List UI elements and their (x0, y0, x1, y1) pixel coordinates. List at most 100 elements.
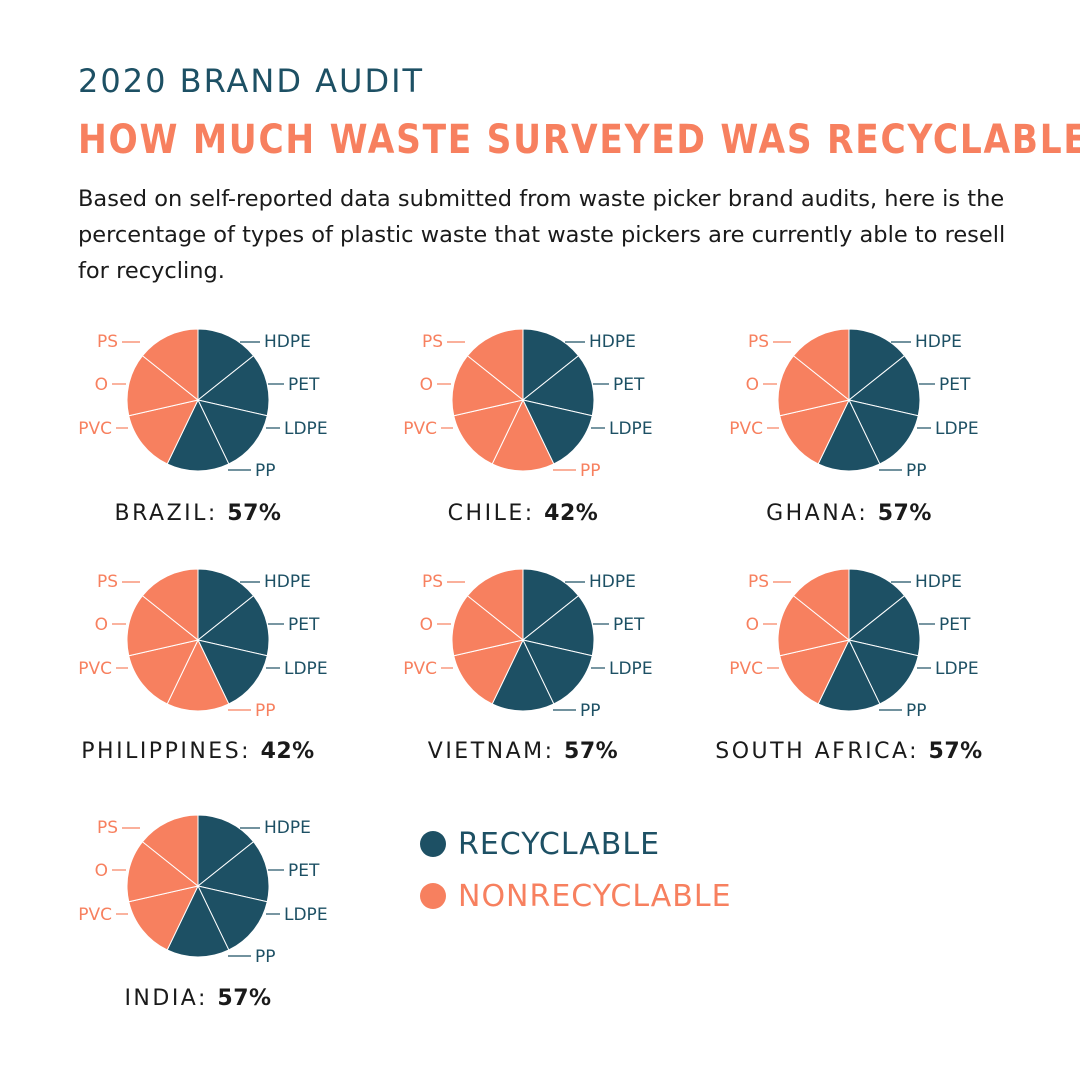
country-name: INDIA: (124, 986, 217, 1011)
slice-label-hdpe: HDPE (264, 572, 311, 592)
country-name: PHILIPPINES: (81, 739, 260, 764)
pie-slice-pp (166, 638, 230, 712)
recyclable-percent: 57% (878, 501, 932, 526)
slice-label-pvc: PVC (403, 659, 437, 679)
pie-slice-ldpe (522, 399, 593, 465)
country-caption: GHANA: 57% (766, 501, 932, 526)
pie-slice-pvc (779, 639, 850, 705)
slice-label-pp: PP (580, 701, 601, 721)
country-caption: SOUTH AFRICA: 57% (715, 739, 982, 764)
slice-label-o: O (746, 615, 759, 635)
pie-slice-ps (141, 328, 199, 402)
slice-label-o: O (95, 375, 108, 395)
slice-label-pvc: PVC (78, 419, 112, 439)
country-caption: PHILIPPINES: 42% (81, 739, 314, 764)
pie-slice-pp (817, 638, 881, 712)
pie-slice-hdpe (848, 328, 906, 402)
slice-label-o: O (95, 615, 108, 635)
pie-slice-o (451, 355, 525, 417)
slice-label-ldpe: LDPE (935, 419, 979, 439)
pie-slice-hdpe (197, 568, 255, 642)
pie-slice-ldpe (197, 399, 268, 465)
slice-label-pvc: PVC (403, 419, 437, 439)
slice-label-pet: PET (288, 375, 320, 395)
pie-chart-south-africa: HDPE PET LDPE PP PVC O PS SOUTH AFRICA: 57% (715, 568, 982, 764)
pie-slice-pvc (128, 639, 199, 705)
pie-slice-pp (491, 398, 555, 472)
legend-item-recyclable: RECYCLABLE (420, 818, 732, 870)
slice-label-ldpe: LDPE (609, 419, 653, 439)
country-name: SOUTH AFRICA: (715, 739, 928, 764)
page-title: HOW MUCH WASTE SURVEYED WAS RECYCLABLE? (78, 117, 1080, 163)
slice-label-pet: PET (939, 615, 971, 635)
pie-slice-hdpe (197, 814, 255, 888)
slice-label-o: O (746, 375, 759, 395)
pie-chart-brazil: HDPE PET LDPE PP PVC O PS BRAZIL: 57% (78, 328, 328, 526)
slice-label-pet: PET (288, 615, 320, 635)
country-caption: CHILE: 42% (448, 501, 599, 526)
pie-slice-ldpe (197, 639, 268, 705)
pie-slice-ldpe (522, 639, 593, 705)
legend: RECYCLABLE NONRECYCLABLE (420, 818, 732, 922)
slice-label-pvc: PVC (729, 659, 763, 679)
country-name: BRAZIL: (115, 501, 228, 526)
slice-label-hdpe: HDPE (589, 332, 636, 352)
pie-slice-pp (817, 398, 881, 472)
slice-label-pp: PP (906, 701, 927, 721)
country-name: GHANA: (766, 501, 878, 526)
legend-swatch-nonrecyclable (420, 883, 446, 909)
slice-label-hdpe: HDPE (915, 572, 962, 592)
pie-chart-ghana: HDPE PET LDPE PP PVC O PS GHANA: 57% (729, 328, 979, 526)
pie-slice-pet (196, 841, 270, 903)
slice-label-ps: PS (748, 572, 769, 592)
pie-slice-ps (792, 328, 850, 402)
slice-label-ps: PS (97, 818, 118, 838)
pie-chart-chile: HDPE PET LDPE PP PVC O PS CHILE: 42% (403, 328, 653, 526)
slice-label-pp: PP (580, 461, 601, 481)
recyclable-percent: 42% (261, 739, 315, 764)
country-caption: INDIA: 57% (124, 986, 271, 1011)
pie-slice-pet (196, 355, 270, 417)
pie-slice-ps (466, 328, 524, 402)
pie-slice-o (126, 355, 200, 417)
pie-slice-pp (491, 638, 555, 712)
slice-label-pet: PET (613, 375, 645, 395)
slice-label-pet: PET (288, 861, 320, 881)
slice-label-ldpe: LDPE (935, 659, 979, 679)
recyclable-percent: 57% (929, 739, 983, 764)
legend-swatch-recyclable (420, 831, 446, 857)
country-name: VIETNAM: (428, 739, 564, 764)
pie-slice-o (126, 841, 200, 903)
pie-slice-o (126, 595, 200, 657)
legend-label-nonrecyclable: NONRECYCLABLE (458, 878, 732, 914)
pie-slice-ps (466, 568, 524, 642)
country-name: CHILE: (448, 501, 544, 526)
pie-slice-ldpe (197, 885, 268, 951)
recyclable-percent: 57% (227, 501, 281, 526)
slice-label-pvc: PVC (78, 905, 112, 925)
pie-chart-philippines: HDPE PET LDPE PP PVC O PS PHILIPPINES: 42% (78, 568, 328, 764)
pie-slice-hdpe (848, 568, 906, 642)
slice-label-pp: PP (906, 461, 927, 481)
pie-slice-pvc (453, 399, 524, 465)
subtitle: 2020 BRAND AUDIT (78, 62, 425, 100)
slice-label-pp: PP (255, 461, 276, 481)
slice-label-ps: PS (422, 572, 443, 592)
slice-label-ps: PS (97, 572, 118, 592)
pie-slice-o (451, 595, 525, 657)
legend-item-nonrecyclable: NONRECYCLABLE (420, 870, 732, 922)
slice-label-pvc: PVC (729, 419, 763, 439)
slice-label-hdpe: HDPE (264, 332, 311, 352)
pie-chart-india: HDPE PET LDPE PP PVC O PS INDIA: 57% (78, 814, 328, 1011)
country-caption: BRAZIL: 57% (115, 501, 282, 526)
pie-slice-pvc (453, 639, 524, 705)
pie-slice-pet (847, 595, 921, 657)
slice-label-o: O (95, 861, 108, 881)
slice-label-ps: PS (97, 332, 118, 352)
pie-slice-ps (792, 568, 850, 642)
pie-slice-pp (166, 398, 230, 472)
slice-label-hdpe: HDPE (589, 572, 636, 592)
slice-label-ps: PS (422, 332, 443, 352)
slice-label-ps: PS (748, 332, 769, 352)
